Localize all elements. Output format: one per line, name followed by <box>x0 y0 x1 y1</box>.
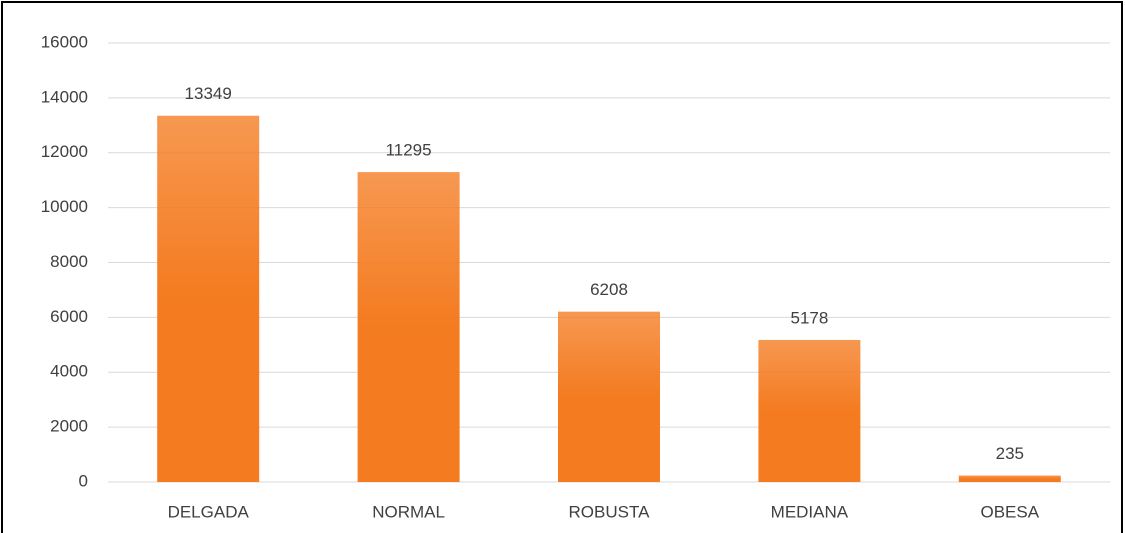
y-tick-label: 16000 <box>41 32 88 51</box>
data-label: 6208 <box>590 280 628 299</box>
y-tick-label: 8000 <box>50 252 88 271</box>
x-tick-label: ROBUSTA <box>569 502 651 521</box>
y-tick-label: 10000 <box>41 197 88 216</box>
bar <box>157 115 260 482</box>
bar <box>357 172 460 482</box>
data-label: 11295 <box>386 141 432 160</box>
x-tick-label: OBESA <box>981 502 1040 521</box>
data-label: 5178 <box>790 308 828 327</box>
bar <box>558 311 660 482</box>
y-tick-label: 6000 <box>50 307 88 326</box>
y-tick-label: 2000 <box>50 417 88 436</box>
x-tick-label: NORMAL <box>372 502 445 521</box>
y-tick-label: 14000 <box>41 87 88 106</box>
y-tick-label: 12000 <box>41 142 88 161</box>
y-tick-label: 0 <box>79 471 88 490</box>
x-tick-label: MEDIANA <box>771 502 849 521</box>
data-label: 13349 <box>185 84 232 103</box>
x-tick-label: DELGADA <box>168 502 250 521</box>
bar <box>958 475 1061 482</box>
bar <box>758 339 861 482</box>
data-label: 235 <box>996 444 1024 463</box>
y-tick-label: 4000 <box>50 362 88 381</box>
